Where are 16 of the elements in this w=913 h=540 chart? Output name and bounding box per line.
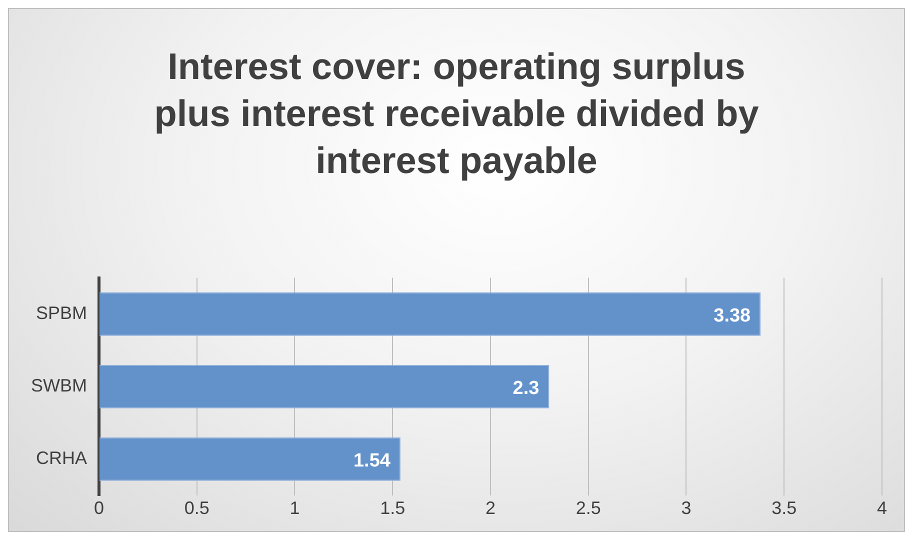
y-tick-label: CRHA bbox=[36, 448, 87, 468]
chart-title: Interest cover: operating surplus plus interest receivable divided by interest payable bbox=[153, 45, 760, 183]
x-tick-label: 1.5 bbox=[380, 498, 406, 518]
x-tick-label: 1 bbox=[290, 498, 300, 518]
x-tick-label: 2.5 bbox=[576, 498, 601, 518]
y-tick-label: SWBM bbox=[30, 376, 87, 396]
data-label: 1.54 bbox=[353, 450, 391, 472]
data-label: 2.3 bbox=[512, 378, 540, 399]
y-tick-label: SPBM bbox=[36, 303, 87, 324]
x-tick-label: 0.5 bbox=[184, 498, 210, 518]
x-tick-label: 2 bbox=[485, 498, 496, 518]
data-label: 3.38 bbox=[714, 305, 751, 326]
x-tick-label: 3.5 bbox=[772, 498, 797, 518]
x-tick-label: 3 bbox=[681, 498, 692, 518]
x-tick-label: 4 bbox=[876, 498, 888, 518]
x-tick-label: 0 bbox=[94, 498, 104, 518]
